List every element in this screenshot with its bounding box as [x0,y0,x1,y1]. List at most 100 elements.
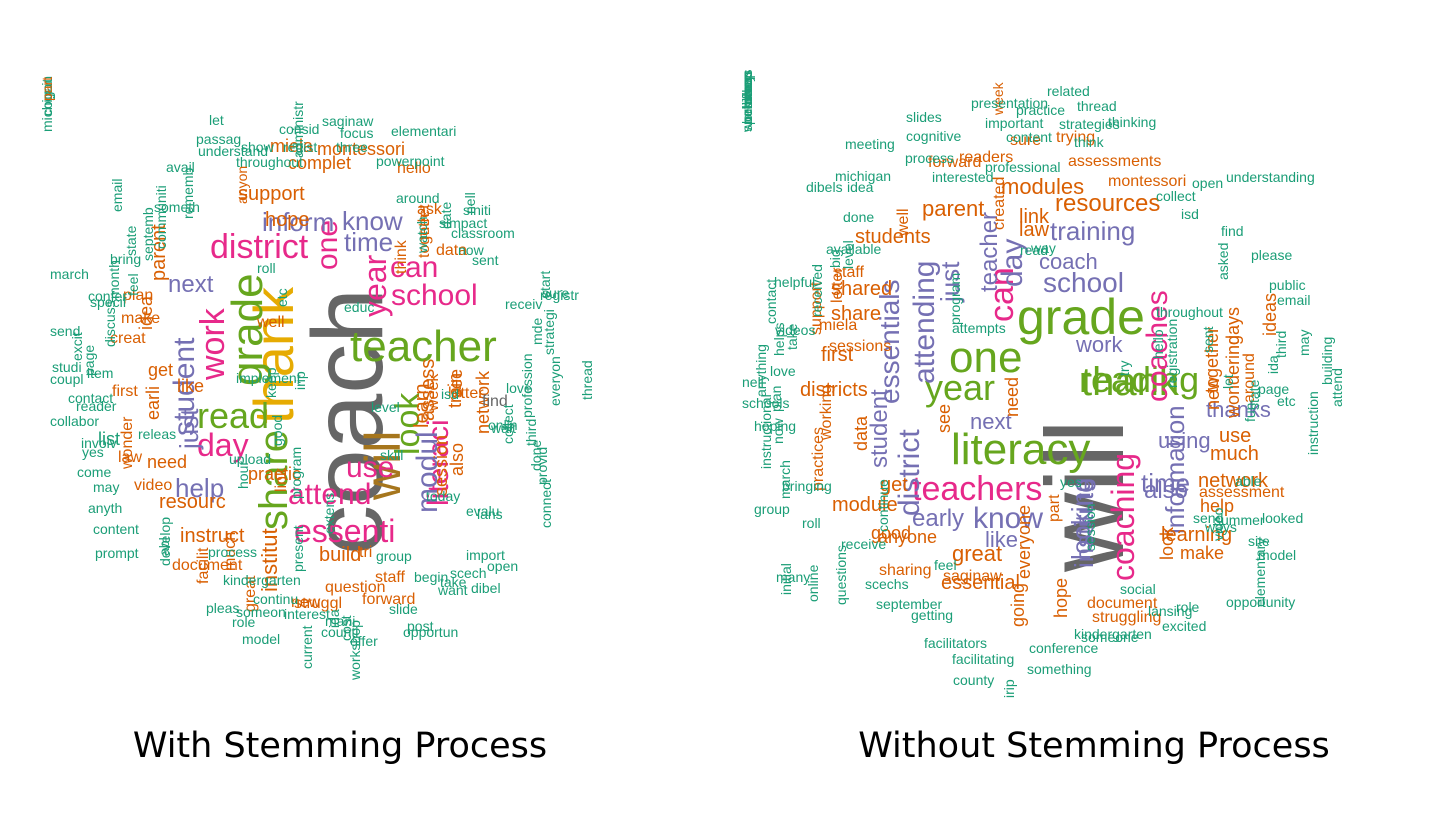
cloud-word: created [991,176,1008,230]
cloud-word: facilitators [924,635,988,651]
cloud-word: level [840,239,856,269]
cloud-word: coach [1039,249,1098,274]
cloud-word: evalu [466,503,500,519]
cloud-word: data [851,415,871,451]
cloud-word: take [440,574,467,590]
cloud-word: opportun [403,624,459,640]
cloud-word: available [826,241,882,257]
cloud-word: county [953,672,995,688]
cloud-word: may [93,479,120,495]
cloud-word: avail [166,159,195,175]
cloud-word: trying [1056,129,1096,146]
cloud-word: love [770,363,796,379]
cloud-word: lansing [1148,603,1193,619]
cloud-word: important [985,115,1044,131]
cloud-word: regist [283,139,318,155]
cloud-word: resourc [159,491,226,513]
cloud-word: literacy [951,425,1091,474]
cloud-word: educ [344,299,375,315]
cloud-word: next [970,409,1012,434]
cloud-word: send [50,323,81,339]
cloud-word: counti [321,624,359,640]
cloud-word: creat [110,330,146,347]
cloud-word: releas [138,426,177,442]
cloud-word: summer [1214,512,1265,528]
cloud-word: simpact [439,215,488,231]
cloud-word: content [93,521,139,537]
cloud-word: schools [742,395,790,411]
cloud-word: list [98,429,120,449]
cloud-word: need [1002,376,1022,417]
cloud-word: teachers [912,470,1043,508]
cloud-word: attend [288,478,372,511]
cloud-word: kindergarten [1074,626,1152,642]
cloud-word: questions [833,545,849,606]
cloud-word: sure [1010,132,1042,149]
cloud-word: anyon [234,165,250,204]
cloud-word: email [109,178,125,212]
cloud-word: staff [375,569,405,586]
cloud-word: coaching [1105,452,1141,581]
cloud-word: open [487,558,519,574]
cloud-word: now [770,418,786,445]
cloud-word: assessment [1199,484,1285,501]
cloud-word: great [952,541,1003,566]
cloud-word: registration [1164,319,1180,389]
cloud-word: nell [742,374,764,390]
cloud-word: asked [1215,242,1231,280]
cloud-word: take [784,323,800,350]
cloud-word: page [81,344,97,376]
cloud-word: make [1180,543,1225,563]
cloud-word: use [1219,425,1252,447]
cloud-word: today [426,488,461,504]
cloud-word: new [291,594,321,611]
cloud-word: yes [1060,474,1082,490]
cloud-word: bringing [782,478,832,494]
cloud-word: model [1258,547,1297,563]
cloud-word: watch [414,215,430,253]
cloud-word: struggling [1092,609,1162,626]
cloud-word: try [1116,360,1132,377]
cloud-word: around [396,190,440,206]
cloud-word: essenti [294,513,396,549]
cloud-word: hello [1150,328,1166,359]
cloud-word: receiv [505,296,543,312]
cloud-word: program [947,272,963,325]
cloud-word: workshop [347,619,363,680]
cloud-word: done [843,209,875,225]
cloud-word: powerpoint [376,153,445,169]
cloud-word: sessions [829,338,892,355]
cloud-word: know [973,502,1044,535]
word-cloud-without-stemming: will grade literacy thank reading one year can c… [739,69,1360,710]
cloud-word: anyone [878,527,938,547]
cloud-word: extens [321,492,337,535]
cloud-word: share [831,303,882,325]
cloud-word: etc [1277,393,1296,409]
cloud-word: open [1192,175,1224,191]
cloud-word: group [376,548,412,564]
cloud-word: find [482,393,508,410]
cloud-word: practice [1016,102,1066,118]
cloud-word: cognitive [906,128,962,144]
cloud-word: forward [928,154,982,171]
cloud-word: letter [448,385,484,402]
cloud-word: page [1258,381,1290,397]
cloud-word: collabor [50,413,100,429]
cloud-word: montessori [317,139,406,159]
cloud-word: lans [477,506,503,522]
cloud-word: march [50,266,89,282]
word-cloud-with-stemming: coach will thank teacher grade share essenti di… [39,70,660,710]
cloud-word: elementari [391,123,457,139]
cloud-word: keep [739,70,755,101]
cloud-word: reading [1079,359,1200,400]
cloud-word: see [934,403,954,433]
cloud-word: instruction [1305,390,1321,455]
cloud-word: month [106,259,122,299]
cloud-word: helpful [774,274,816,290]
cloud-word: september [876,596,943,612]
cloud-word: module [832,494,898,516]
cloud-word: help [175,473,225,503]
cloud-word: offer [350,633,378,649]
cloud-word: sure [542,285,570,301]
cloud-word: miela [270,136,314,156]
